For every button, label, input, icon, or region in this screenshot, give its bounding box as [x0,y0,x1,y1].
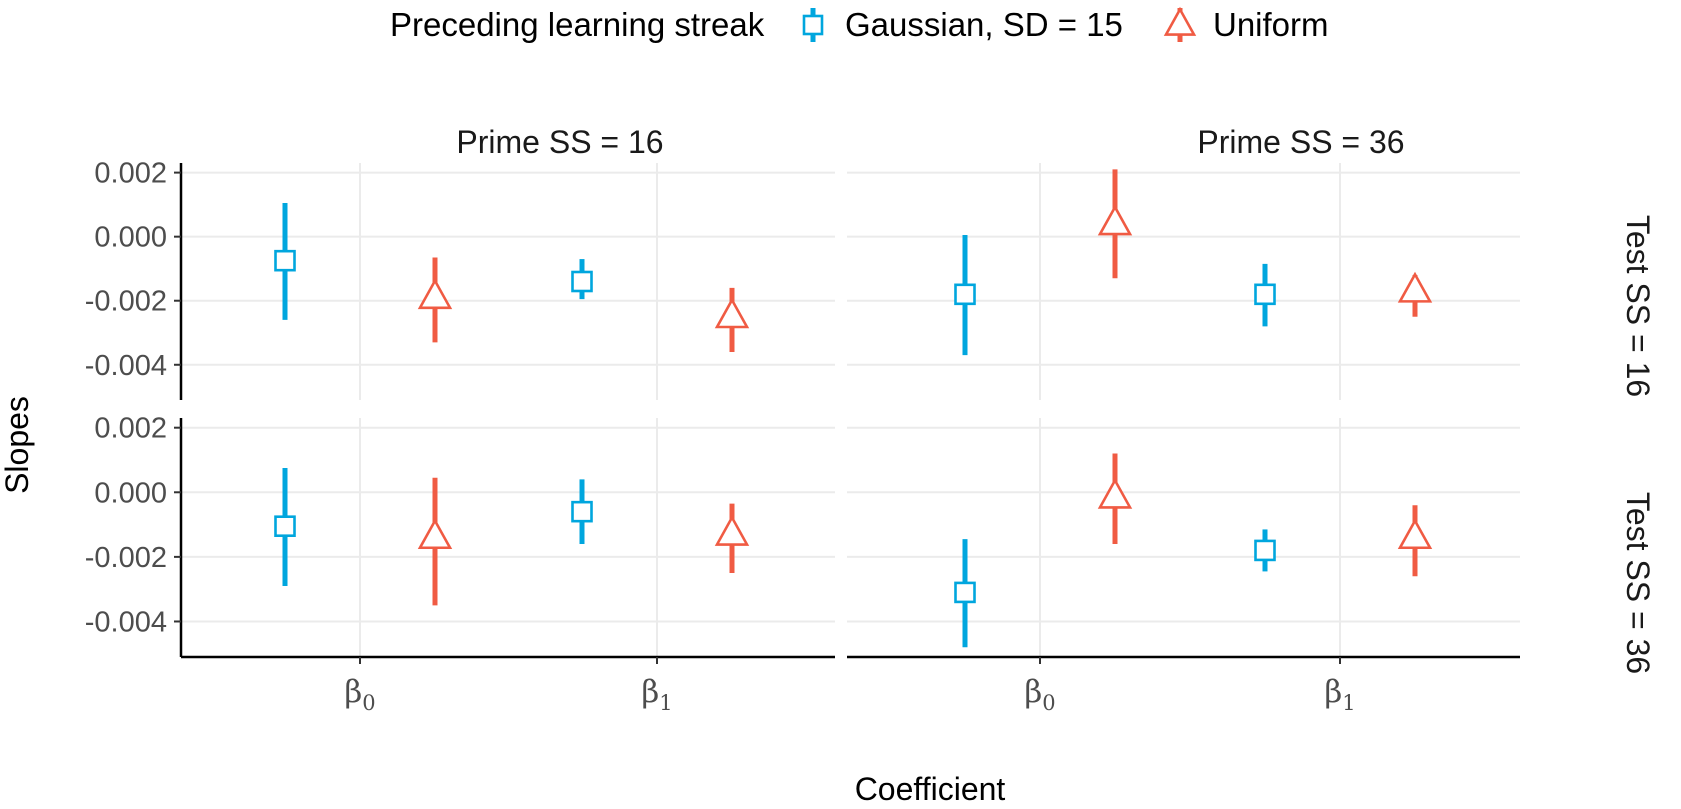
point-triangle-3 [714,297,750,329]
legend-label-uniform: Uniform [1213,6,1329,43]
x-axis-title: Coefficient [855,771,1006,807]
point-square-0 [954,283,976,306]
y-tick-label-1: 0.000 [94,477,167,509]
legend-keys [802,6,1197,42]
point-triangle-3 [1397,518,1433,550]
panel-1-0 [181,418,835,657]
y-tick-label-3: -0.004 [85,350,167,382]
strip-col-prime-36: Prime SS = 36 [1197,124,1404,160]
point-triangle-1 [1097,477,1133,509]
point-square-2 [1254,283,1276,306]
point-square-0 [274,249,296,272]
legend: Preceding learning streak Gaussian, SD =… [390,6,1329,43]
legend-key-square-icon [802,14,824,36]
point-triangle-1 [417,278,453,310]
strip-row-test-16: Test SS = 16 [1620,215,1656,397]
point-square-2 [571,500,593,523]
y-tick-label-2: -0.002 [85,542,167,574]
point-triangle-3 [714,514,750,546]
x-tick-label-1: β1 [641,674,672,715]
strip-col-prime-16: Prime SS = 16 [456,124,663,160]
y-axis-title: Slopes [0,396,35,494]
point-triangle-3 [1397,271,1433,303]
point-triangle-1 [417,518,453,550]
y-tick-label-3: -0.004 [85,606,167,638]
x-tick-label-0: β0 [1024,674,1055,715]
y-tick-label-0: 0.002 [94,413,167,445]
panels: 0.002 0.000 -0.002 -0.004 0.002 0.000 -0.002 -0… [85,158,1520,715]
legend-title: Preceding learning streak [390,6,765,43]
x-tick-label-1: β1 [1324,674,1355,715]
point-square-0 [274,515,296,537]
y-tick-label-1: 0.000 [94,222,167,254]
y-tick-label-0: 0.002 [94,158,167,190]
panel-0-1 [847,163,1520,400]
point-square-2 [1254,539,1276,562]
strip-row-test-36: Test SS = 36 [1620,492,1656,674]
point-square-2 [571,270,593,293]
point-triangle-1 [1097,204,1133,236]
panel-1-1 [847,418,1520,657]
point-square-0 [954,581,976,604]
legend-key-triangle-icon [1163,6,1197,36]
y-tick-label-2: -0.002 [85,286,167,318]
legend-label-gaussian: Gaussian, SD = 15 [845,6,1123,43]
panel-0-0 [181,163,835,400]
x-tick-label-0: β0 [344,674,375,715]
